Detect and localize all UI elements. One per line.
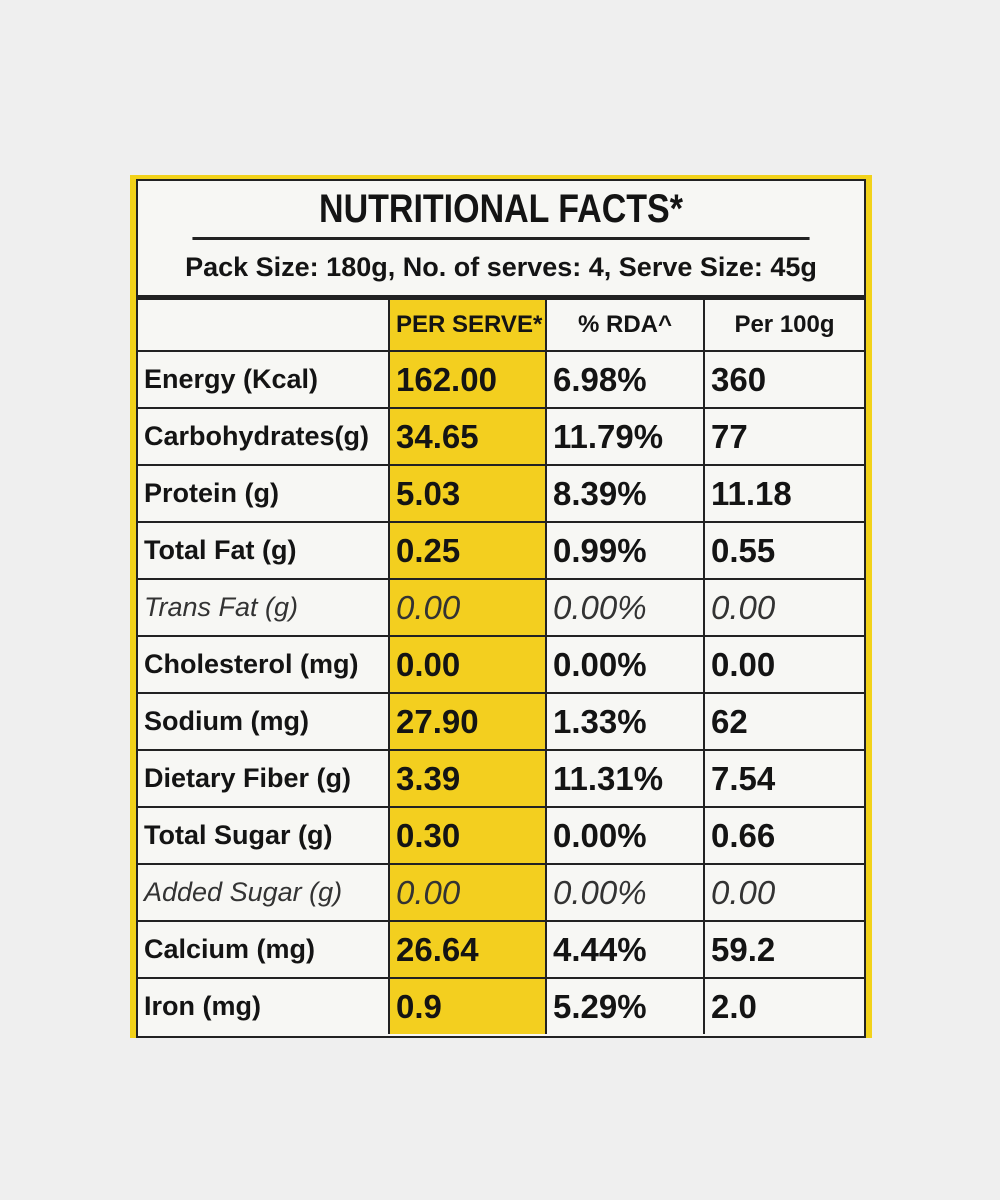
per-100g-value: 360 [703,350,864,409]
nutrient-row: Sodium (mg) 27.90 1.33% 62 [138,692,864,751]
per-100g-value: 59.2 [703,920,864,979]
per-serve-value: 0.00 [388,578,547,637]
nutrient-row: Iron (mg) 0.9 5.29% 2.0 [138,977,864,1034]
rda-value: 4.44% [545,920,705,979]
rda-value: 8.39% [545,464,705,523]
nutrient-name: Trans Fat (g) [138,578,390,637]
rda-value: 0.00% [545,578,705,637]
per-100g-value: 77 [703,407,864,466]
nutrient-name: Iron (mg) [138,977,390,1034]
header-cell: % RDA^ [545,298,705,352]
header-cell: Per 100g [703,298,864,352]
nutrient-row: Carbohydrates(g) 34.65 11.79% 77 [138,407,864,466]
nutrient-name: Total Sugar (g) [138,806,390,865]
nutrition-table: PER SERVE*% RDA^ Per 100g Energy (Kcal) 162… [138,298,864,1034]
per-serve-value: 27.90 [388,692,547,751]
nutrition-label: NUTRITIONAL FACTS* Pack Size: 180g, No. … [130,175,872,1038]
nutrient-row: Total Sugar (g) 0.30 0.00% 0.66 [138,806,864,865]
per-serve-value: 0.9 [388,977,547,1034]
per-100g-value: 11.18 [703,464,864,523]
per-100g-value: 0.66 [703,806,864,865]
nutrient-row: Added Sugar (g) 0.00 0.00% 0.00 [138,863,864,922]
header-cell [138,298,390,352]
rda-value: 11.31% [545,749,705,808]
rda-value: 0.00% [545,806,705,865]
per-100g-value: 7.54 [703,749,864,808]
nutrient-name: Energy (Kcal) [138,350,390,409]
header-cell: PER SERVE* [388,298,547,352]
per-serve-value: 26.64 [388,920,547,979]
per-100g-value: 0.00 [703,863,864,922]
per-serve-value: 0.30 [388,806,547,865]
per-serve-value: 0.25 [388,521,547,580]
nutrient-row: Protein (g) 5.03 8.39% 11.18 [138,464,864,523]
nutrient-name: Protein (g) [138,464,390,523]
per-serve-value: 34.65 [388,407,547,466]
per-serve-value: 3.39 [388,749,547,808]
nutrient-name: Carbohydrates(g) [138,407,390,466]
nutrient-row: Dietary Fiber (g) 3.39 11.31% 7.54 [138,749,864,808]
rda-value: 0.00% [545,635,705,694]
rda-value: 0.00% [545,863,705,922]
per-serve-value: 0.00 [388,635,547,694]
rda-value: 5.29% [545,977,705,1034]
nutrient-name: Calcium (mg) [138,920,390,979]
rda-value: 6.98% [545,350,705,409]
label-title: NUTRITIONAL FACTS* [192,181,810,240]
nutrient-name: Dietary Fiber (g) [138,749,390,808]
header-row: PER SERVE*% RDA^ Per 100g [138,298,864,352]
per-serve-value: 0.00 [388,863,547,922]
per-100g-value: 2.0 [703,977,864,1034]
nutrient-row: Energy (Kcal) 162.00 6.98% 360 [138,350,864,409]
nutrient-name: Sodium (mg) [138,692,390,751]
nutrient-name: Total Fat (g) [138,521,390,580]
nutrient-row: Trans Fat (g) 0.00 0.00% 0.00 [138,578,864,637]
rda-value: 1.33% [545,692,705,751]
per-serve-value: 5.03 [388,464,547,523]
nutrient-row: Calcium (mg) 26.64 4.44% 59.2 [138,920,864,979]
per-100g-value: 62 [703,692,864,751]
per-100g-value: 0.00 [703,578,864,637]
rda-value: 11.79% [545,407,705,466]
label-sheet: NUTRITIONAL FACTS* Pack Size: 180g, No. … [136,179,866,1038]
nutrient-row: Cholesterol (mg) 0.00 0.00% 0.00 [138,635,864,694]
nutrient-name: Added Sugar (g) [138,863,390,922]
per-serve-value: 162.00 [388,350,547,409]
per-100g-value: 0.55 [703,521,864,580]
per-100g-value: 0.00 [703,635,864,694]
rda-value: 0.99% [545,521,705,580]
nutrient-row: Total Fat (g) 0.25 0.99% 0.55 [138,521,864,580]
pack-info: Pack Size: 180g, No. of serves: 4, Serve… [138,240,864,298]
nutrient-name: Cholesterol (mg) [138,635,390,694]
